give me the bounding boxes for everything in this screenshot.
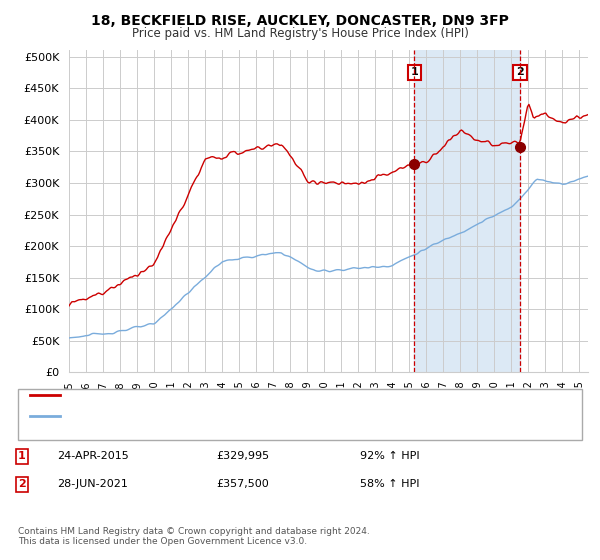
Text: £329,995: £329,995 xyxy=(216,451,269,461)
Text: 1: 1 xyxy=(410,68,418,77)
Bar xyxy=(414,50,520,372)
Text: £357,500: £357,500 xyxy=(216,479,269,489)
Text: 28-JUN-2021: 28-JUN-2021 xyxy=(57,479,128,489)
Text: 18, BECKFIELD RISE, AUCKLEY, DONCASTER, DN9 3FP (detached house): 18, BECKFIELD RISE, AUCKLEY, DONCASTER, … xyxy=(69,390,443,400)
Text: Price paid vs. HM Land Registry's House Price Index (HPI): Price paid vs. HM Land Registry's House … xyxy=(131,27,469,40)
Text: 2: 2 xyxy=(18,479,26,489)
Text: 2: 2 xyxy=(516,68,524,77)
Text: 1: 1 xyxy=(18,451,26,461)
Text: 18, BECKFIELD RISE, AUCKLEY, DONCASTER, DN9 3FP: 18, BECKFIELD RISE, AUCKLEY, DONCASTER, … xyxy=(91,14,509,28)
Text: 24-APR-2015: 24-APR-2015 xyxy=(57,451,129,461)
Text: 92% ↑ HPI: 92% ↑ HPI xyxy=(360,451,419,461)
Text: Contains HM Land Registry data © Crown copyright and database right 2024.
This d: Contains HM Land Registry data © Crown c… xyxy=(18,526,370,546)
Text: HPI: Average price, detached house, Doncaster: HPI: Average price, detached house, Donc… xyxy=(69,411,316,421)
Text: 58% ↑ HPI: 58% ↑ HPI xyxy=(360,479,419,489)
